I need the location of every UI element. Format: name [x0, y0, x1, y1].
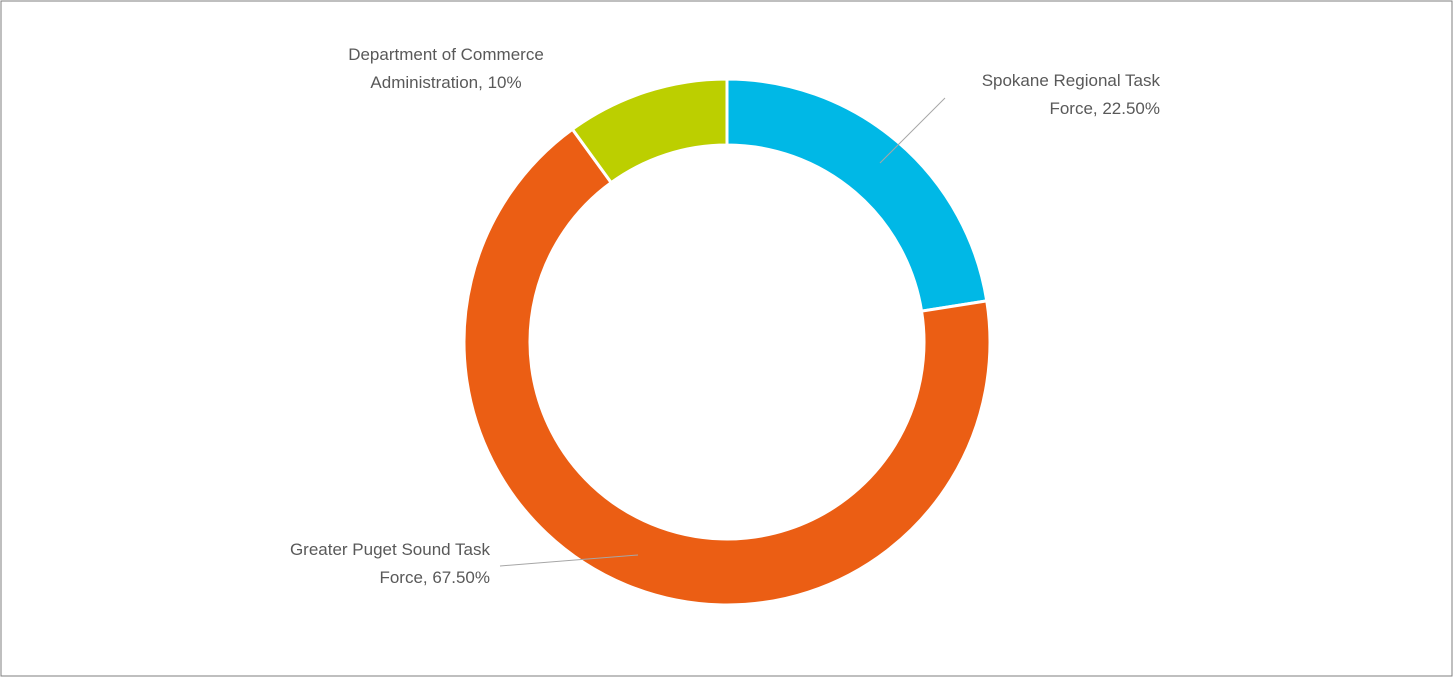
- leader-line: [879, 97, 946, 164]
- data-label-line: Administration, 10%: [370, 73, 521, 92]
- data-label: Greater Puget Sound Task Force, 67.50%: [290, 540, 491, 587]
- data-label-line: Department of Commerce: [348, 45, 544, 64]
- data-label-line: Greater Puget Sound Task: [290, 540, 491, 559]
- data-label-line: Force, 67.50%: [379, 568, 490, 587]
- data-label-line: Spokane Regional Task: [982, 71, 1161, 90]
- data-label: Spokane Regional Task Force, 22.50%: [982, 71, 1161, 118]
- data-label: Department of Commerce Administration, 10…: [348, 45, 544, 92]
- donut-slice: [462, 127, 992, 607]
- donut-slice: [570, 77, 729, 185]
- leader-line: [499, 554, 639, 567]
- data-label-line: Force, 22.50%: [1049, 99, 1160, 118]
